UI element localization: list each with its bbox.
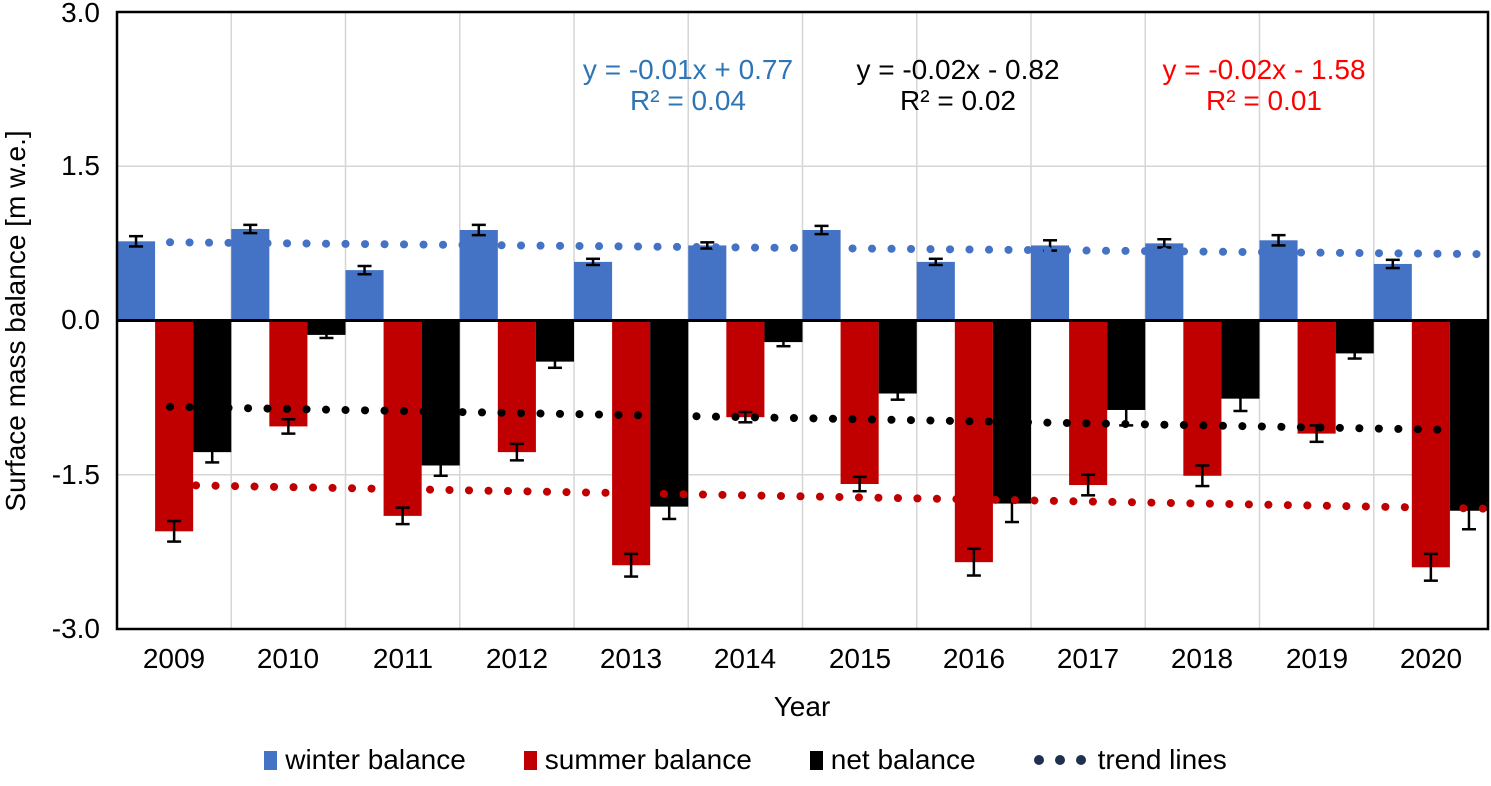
trend-line-net-balance	[166, 402, 1490, 435]
bar-winter-balance-2018	[1145, 243, 1184, 321]
bar-summer-balance-2014	[726, 320, 765, 418]
bar-winter-balance-2016	[916, 261, 955, 321]
winter-trend-equation: y = -0.01x + 0.77 R² = 0.04	[528, 54, 848, 116]
legend-item-net-balance: net balance	[809, 744, 976, 776]
bar-net-balance-2015	[878, 320, 917, 394]
bar-summer-balance-2013	[612, 320, 651, 566]
y-axis-title: Surface mass balance [m w.e.]	[0, 130, 31, 512]
x-tick-2018: 2018	[1170, 643, 1234, 674]
bar-summer-balance-2016	[954, 320, 993, 563]
bar-net-balance-2011	[421, 320, 460, 466]
legend-label-summer: summer balance	[544, 744, 752, 775]
x-tick-2015: 2015	[828, 643, 892, 674]
bar-winter-balance-2009	[117, 241, 156, 321]
x-tick-2009: 2009	[142, 643, 206, 674]
y-tick-0.0: 0.0	[61, 304, 100, 335]
summer-trend-equation-line: y = -0.02x - 1.58	[1162, 54, 1366, 85]
bar-net-balance-2016	[992, 320, 1031, 504]
trend-line-summer-balance	[192, 481, 1490, 513]
y-tick--3.0: -3.0	[51, 613, 100, 644]
bar-winter-balance-2014	[688, 245, 727, 321]
net-trend-equation: y = -0.02x - 0.82 R² = 0.02	[798, 54, 1118, 116]
plot-border	[115, 10, 1490, 631]
winter-trend-equation-line: y = -0.01x + 0.77	[582, 54, 794, 85]
summer-trend-r2: R² = 0.01	[1206, 85, 1322, 116]
net-trend-r2: R² = 0.02	[900, 85, 1016, 116]
bar-winter-balance-2020	[1373, 263, 1412, 321]
trend-dots-icon	[1033, 755, 1086, 765]
bar-summer-balance-2020	[1411, 320, 1450, 568]
x-tick-2010: 2010	[256, 643, 320, 674]
legend-item-trend-lines: trend lines	[1033, 744, 1227, 776]
bar-net-balance-2020	[1449, 320, 1488, 511]
x-tick-2014: 2014	[713, 643, 777, 674]
winter-balance-swatch-icon	[264, 750, 278, 770]
legend-item-winter-balance: winter balance	[264, 744, 466, 776]
y-tick-1.5: 1.5	[61, 150, 100, 181]
y-tick--1.5: -1.5	[51, 459, 100, 490]
bar-summer-balance-2011	[383, 320, 422, 516]
bar-winter-balance-2017	[1031, 245, 1070, 321]
bar-summer-balance-2012	[497, 320, 536, 453]
x-tick-2013: 2013	[599, 643, 663, 674]
x-axis-title: Year	[773, 691, 831, 722]
bar-winter-balance-2011	[345, 270, 384, 321]
bar-summer-balance-2019	[1297, 320, 1336, 434]
bar-net-balance-2009	[193, 320, 232, 453]
y-tick-3.0: 3.0	[61, 0, 100, 28]
x-tick-2012: 2012	[485, 643, 549, 674]
x-tick-2011: 2011	[372, 643, 434, 674]
net-balance-swatch-icon	[809, 750, 823, 770]
bar-net-balance-2010	[307, 320, 346, 335]
x-tick-2017: 2017	[1056, 643, 1120, 674]
summer-trend-equation: y = -0.02x - 1.58 R² = 0.01	[1104, 54, 1424, 116]
bar-summer-balance-2009	[155, 320, 194, 532]
x-tick-2020: 2020	[1399, 643, 1463, 674]
bar-net-balance-2014	[764, 320, 803, 343]
legend-item-summer-balance: summer balance	[523, 744, 752, 776]
x-tick-2019: 2019	[1285, 643, 1349, 674]
bar-summer-balance-2018	[1183, 320, 1222, 476]
x-tick-2016: 2016	[942, 643, 1006, 674]
winter-trend-r2: R² = 0.04	[630, 85, 746, 116]
legend-label-net: net balance	[830, 744, 976, 775]
legend-label-trend: trend lines	[1097, 744, 1227, 775]
bar-winter-balance-2015	[802, 230, 841, 321]
bar-summer-balance-2017	[1069, 320, 1108, 486]
net-trend-equation-line: y = -0.02x - 0.82	[856, 54, 1060, 85]
bar-summer-balance-2015	[840, 320, 879, 485]
legend-label-winter: winter balance	[285, 744, 466, 775]
summer-balance-swatch-icon	[523, 750, 537, 770]
bar-winter-balance-2013	[574, 261, 613, 321]
chart-legend: winter balance summer balance net balanc…	[0, 740, 1491, 780]
